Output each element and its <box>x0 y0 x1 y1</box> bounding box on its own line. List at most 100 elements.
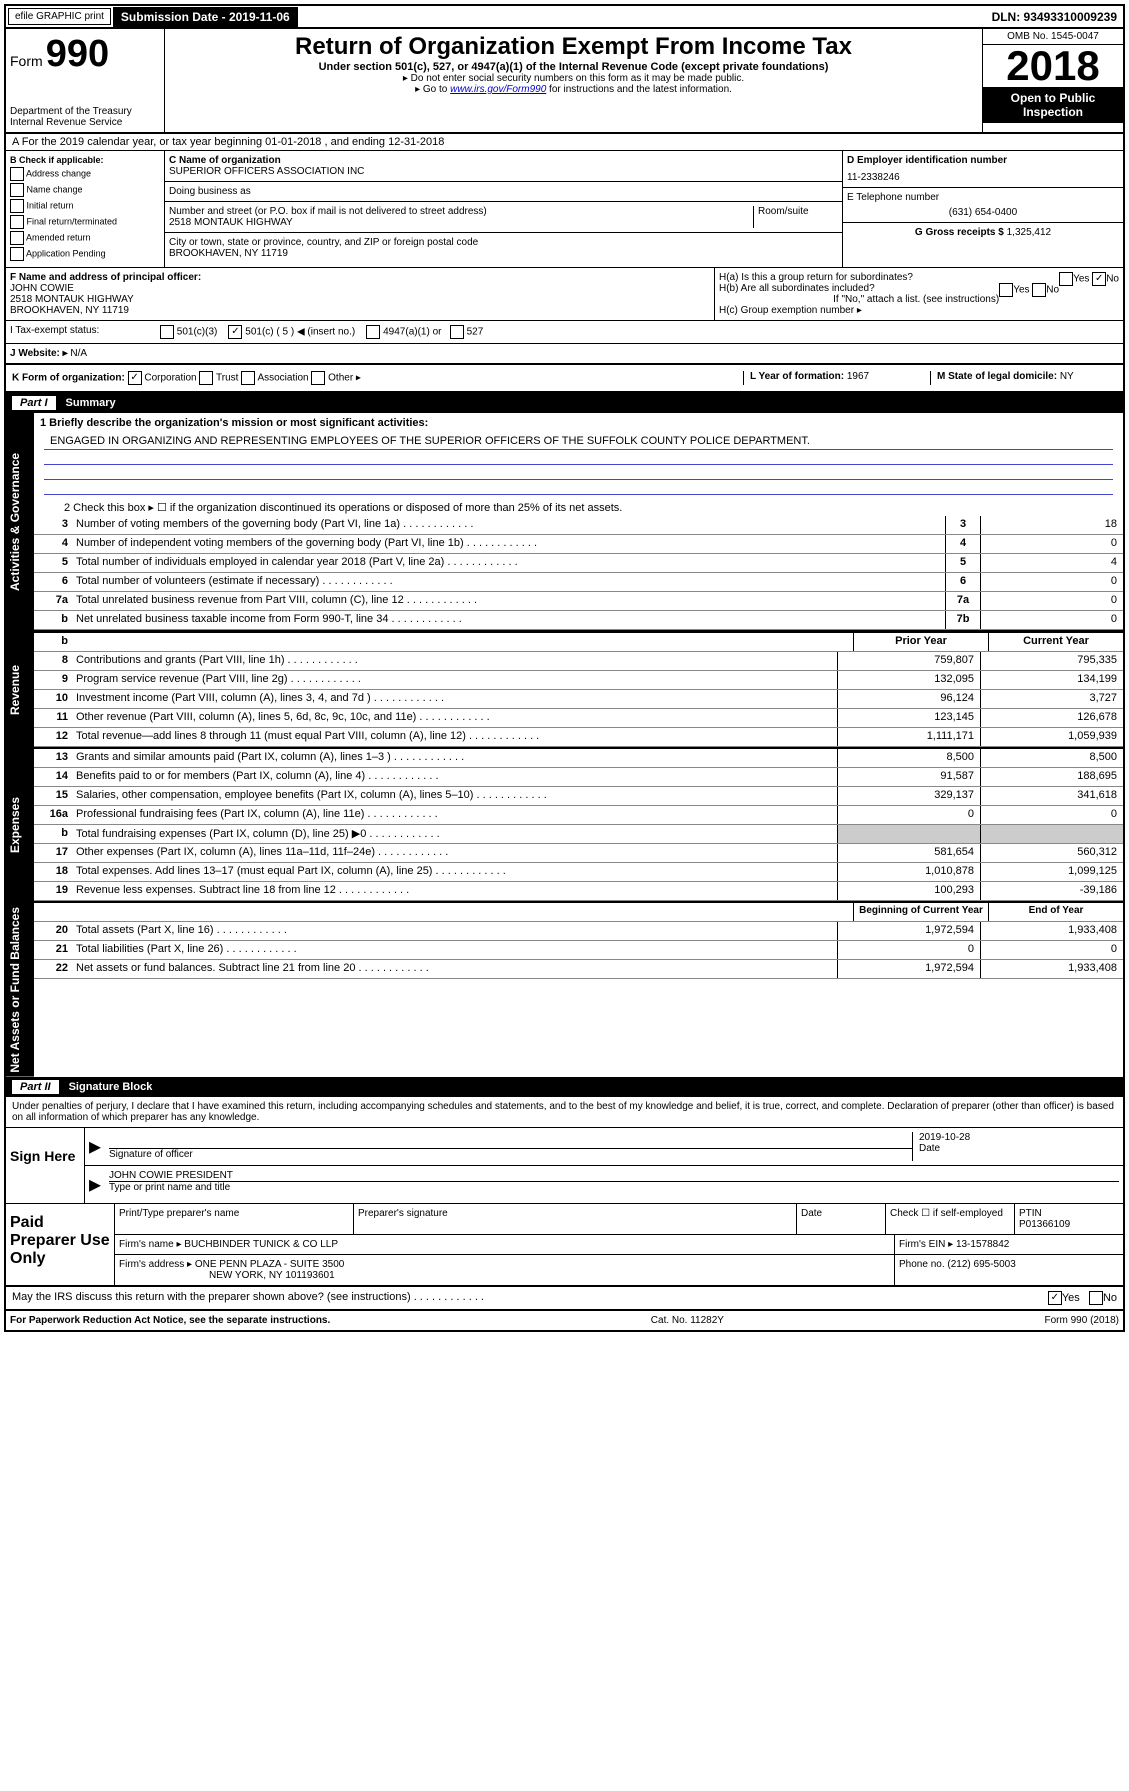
4947-checkbox[interactable] <box>366 325 380 339</box>
line-num: 6 <box>34 573 72 591</box>
title-cell: Return of Organization Exempt From Incom… <box>165 29 982 132</box>
line-num: 7a <box>34 592 72 610</box>
501c-checkbox[interactable]: ✓ <box>228 325 242 339</box>
side-label-revenue: Revenue <box>6 632 34 747</box>
line-value: 4 <box>980 554 1123 572</box>
corp-checkbox[interactable]: ✓ <box>128 371 142 385</box>
header-grid: B Check if applicable: Address change Na… <box>6 151 1123 268</box>
line-num: 15 <box>34 787 72 805</box>
form-container: efile GRAPHIC print Submission Date - 20… <box>4 4 1125 1332</box>
city-label: City or town, state or province, country… <box>169 237 838 248</box>
line-num: 16a <box>34 806 72 824</box>
line-text: Other revenue (Part VIII, column (A), li… <box>72 709 837 727</box>
line-text: Professional fundraising fees (Part IX, … <box>72 806 837 824</box>
col-de: D Employer identification number 11-2338… <box>843 151 1123 267</box>
current-year-header: Current Year <box>988 633 1123 651</box>
prior-value: 1,111,171 <box>837 728 980 746</box>
line-value: 0 <box>980 573 1123 591</box>
sig-arrow-icon: ▸ <box>89 1170 109 1199</box>
other-checkbox[interactable] <box>311 371 325 385</box>
form-org-label: K Form of organization: <box>12 373 125 384</box>
col-b-label: B Check if applicable: <box>10 155 160 165</box>
ein-value: 11-2338246 <box>847 172 1119 183</box>
line-num: 20 <box>34 922 72 940</box>
footer-row: For Paperwork Reduction Act Notice, see … <box>6 1311 1123 1330</box>
prior-value: 1,010,878 <box>837 863 980 881</box>
part2-title: Signature Block <box>69 1081 153 1093</box>
527-checkbox[interactable] <box>450 325 464 339</box>
revenue-line: 8 Contributions and grants (Part VIII, l… <box>34 652 1123 671</box>
trust-checkbox[interactable] <box>199 371 213 385</box>
ha-no-checkbox[interactable]: ✓ <box>1092 272 1106 286</box>
line-box: 6 <box>945 573 980 591</box>
current-value: 0 <box>980 806 1123 824</box>
instruction-ssn: ▸ Do not enter social security numbers o… <box>169 73 978 84</box>
hb-yes-checkbox[interactable] <box>999 283 1013 297</box>
ptin-value: P01366109 <box>1019 1219 1119 1230</box>
efile-button[interactable]: efile GRAPHIC print <box>8 8 111 25</box>
net-line: 22 Net assets or fund balances. Subtract… <box>34 960 1123 979</box>
firm-addr-label: Firm's address ▸ <box>119 1259 192 1270</box>
part1-title: Summary <box>66 397 116 409</box>
line-num: b <box>34 611 72 629</box>
tax-year: 2018 <box>983 45 1123 87</box>
part1-header: Part I Summary <box>6 393 1123 413</box>
ptin-label: PTIN <box>1019 1208 1119 1219</box>
org-name: SUPERIOR OFFICERS ASSOCIATION INC <box>169 166 838 177</box>
blank-line <box>44 465 1113 480</box>
form-prefix: Form <box>10 53 43 69</box>
net-line: 20 Total assets (Part X, line 16) 1,972,… <box>34 922 1123 941</box>
officer-addr1: 2518 MONTAUK HIGHWAY <box>10 294 710 305</box>
ha-yes-checkbox[interactable] <box>1059 272 1073 286</box>
prior-value: 100,293 <box>837 882 980 900</box>
paid-preparer-section: Paid Preparer Use Only Print/Type prepar… <box>6 1204 1123 1287</box>
line-text: Net unrelated business taxable income fr… <box>72 611 945 629</box>
hb-no-checkbox[interactable] <box>1032 283 1046 297</box>
year-formation-value: 1967 <box>847 371 869 382</box>
line-text: Investment income (Part VIII, column (A)… <box>72 690 837 708</box>
checkbox-pending[interactable] <box>10 247 24 261</box>
irs-link[interactable]: www.irs.gov/Form990 <box>450 84 546 95</box>
expense-line: 18 Total expenses. Add lines 13–17 (must… <box>34 863 1123 882</box>
current-value <box>980 825 1123 843</box>
phone-label: E Telephone number <box>847 192 1119 203</box>
line-num: 10 <box>34 690 72 708</box>
paid-date-label: Date <box>797 1204 886 1234</box>
current-value: 1,099,125 <box>980 863 1123 881</box>
firm-name: BUCHBINDER TUNICK & CO LLP <box>184 1239 338 1250</box>
current-value: 341,618 <box>980 787 1123 805</box>
checkbox-initial[interactable] <box>10 199 24 213</box>
checkbox-name[interactable] <box>10 183 24 197</box>
checkbox-amended[interactable] <box>10 231 24 245</box>
sig-officer-label: Signature of officer <box>109 1149 912 1160</box>
expense-line: b Total fundraising expenses (Part IX, c… <box>34 825 1123 844</box>
top-bar: efile GRAPHIC print Submission Date - 20… <box>6 6 1123 29</box>
line-num: 8 <box>34 652 72 670</box>
line-text: Grants and similar amounts paid (Part IX… <box>72 749 837 767</box>
domicile-value: NY <box>1060 371 1074 382</box>
line-text: Program service revenue (Part VIII, line… <box>72 671 837 689</box>
checkbox-address[interactable] <box>10 167 24 181</box>
firm-phone: (212) 695-5003 <box>947 1259 1015 1270</box>
line-num: 22 <box>34 960 72 978</box>
mission-text: ENGAGED IN ORGANIZING AND REPRESENTING E… <box>44 433 1113 450</box>
sig-date-label: Date <box>919 1143 1119 1154</box>
firm-name-label: Firm's name ▸ <box>119 1239 182 1250</box>
open-public-badge: Open to Public Inspection <box>983 87 1123 123</box>
501c3-checkbox[interactable] <box>160 325 174 339</box>
summary-line: 4 Number of independent voting members o… <box>34 535 1123 554</box>
prior-value: 8,500 <box>837 749 980 767</box>
checkbox-final[interactable] <box>10 215 24 229</box>
assoc-checkbox[interactable] <box>241 371 255 385</box>
current-value: 188,695 <box>980 768 1123 786</box>
prior-value <box>837 825 980 843</box>
expenses-section: Expenses 13 Grants and similar amounts p… <box>6 747 1123 901</box>
room-label: Room/suite <box>753 206 838 228</box>
col-h-group: H(a) Is this a group return for subordin… <box>715 268 1123 320</box>
expense-line: 14 Benefits paid to or for members (Part… <box>34 768 1123 787</box>
discuss-no-checkbox[interactable] <box>1089 1291 1103 1305</box>
discuss-yes-checkbox[interactable]: ✓ <box>1048 1291 1062 1305</box>
line-box: 4 <box>945 535 980 553</box>
revenue-line: 12 Total revenue—add lines 8 through 11 … <box>34 728 1123 747</box>
revenue-line: 9 Program service revenue (Part VIII, li… <box>34 671 1123 690</box>
